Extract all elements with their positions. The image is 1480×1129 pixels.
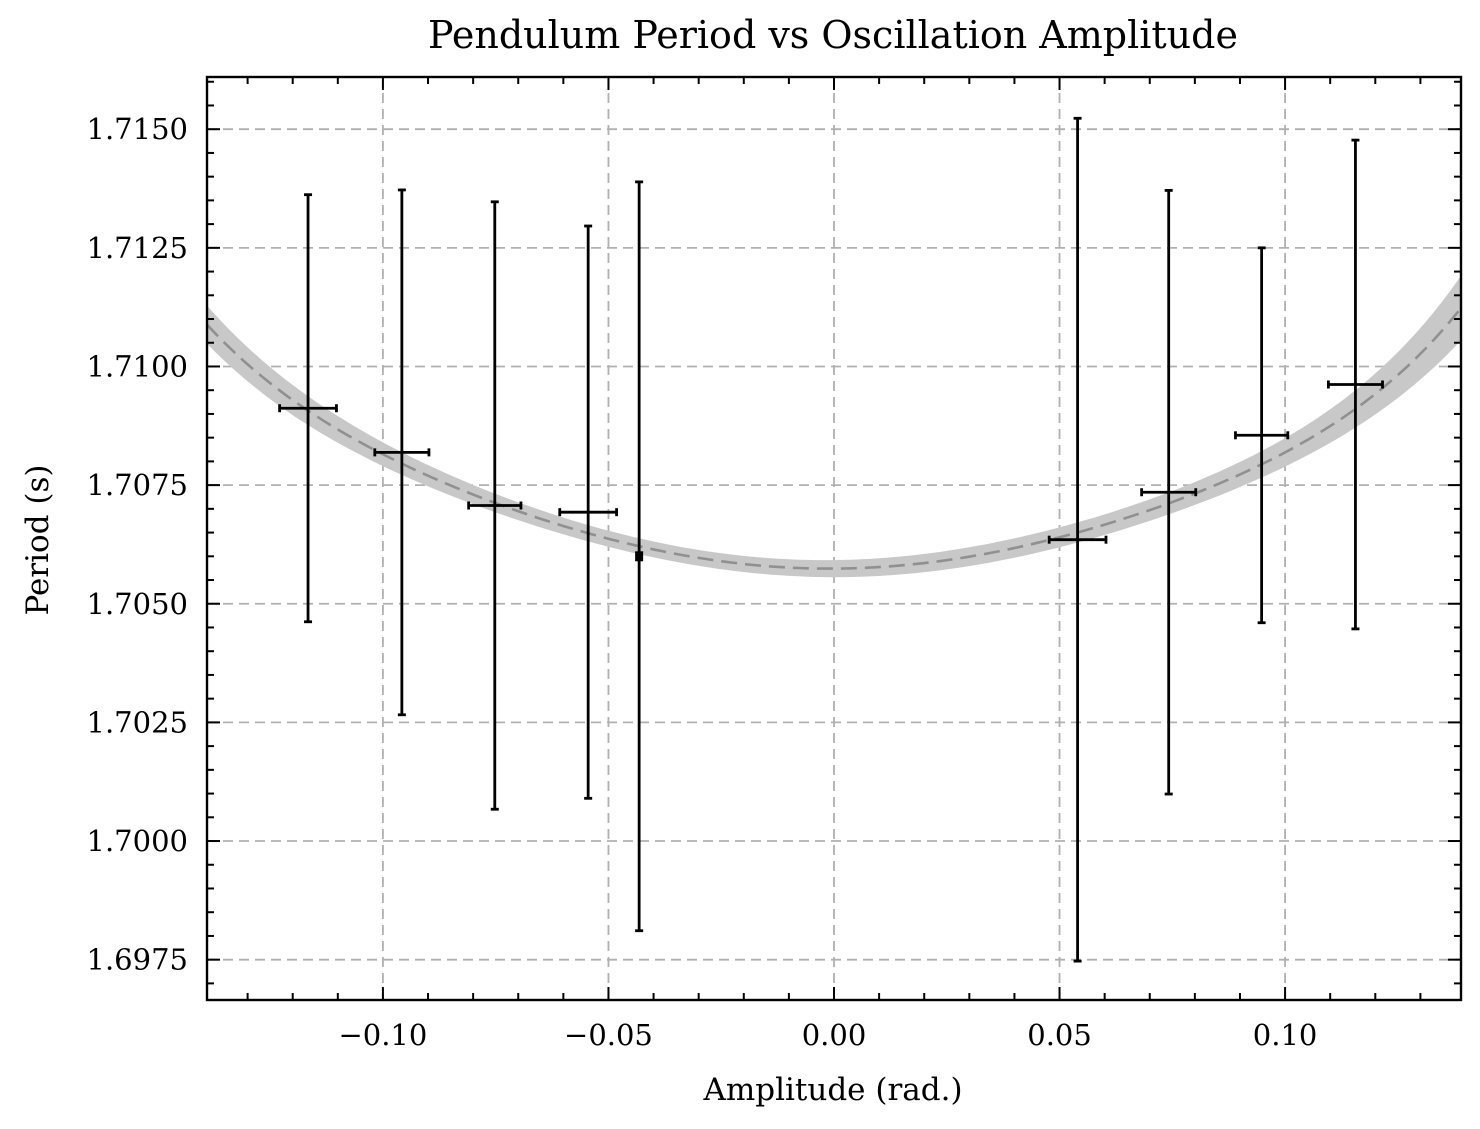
y-tick-label: 1.7150 [87,112,188,146]
chart-title: Pendulum Period vs Oscillation Amplitude [428,13,1238,57]
data-point [278,193,338,624]
y-tick-label: 1.6975 [87,943,188,977]
fit-confidence-band [207,275,1461,578]
x-tick-label: −0.10 [338,1018,427,1052]
data-point [1234,246,1290,625]
data-point [635,180,644,933]
data-point [373,188,431,717]
data-point [1140,189,1198,796]
y-tick-label: 1.7025 [87,705,188,739]
x-tick-labels: −0.10 −0.05 0.00 0.05 0.10 [338,1018,1317,1052]
x-tick-label: 0.00 [802,1018,867,1052]
plot-frame [205,75,1463,1002]
data-point [558,224,618,800]
grid-lines [207,77,1461,1000]
y-tick-label: 1.7125 [87,231,188,265]
data-point [467,200,523,811]
x-tick-label: 0.05 [1027,1018,1092,1052]
data-point [1047,116,1108,963]
error-bars [278,116,1384,963]
y-tick-label: 1.7050 [87,587,188,621]
fit-band-area [207,275,1461,578]
data-point [1326,138,1384,631]
x-axis-label: Amplitude (rad.) [702,1072,962,1108]
y-tick-label: 1.7075 [87,468,188,502]
y-tick-labels: 1.6975 1.7000 1.7025 1.7050 1.7075 1.7100 1.71… [87,112,188,976]
y-tick-label: 1.7000 [87,824,188,858]
x-tick-label: −0.05 [564,1018,653,1052]
y-tick-label: 1.7100 [87,349,188,383]
y-axis-label: Period (s) [20,464,56,615]
point-marker [635,551,644,562]
x-tick-label: 0.10 [1253,1018,1318,1052]
